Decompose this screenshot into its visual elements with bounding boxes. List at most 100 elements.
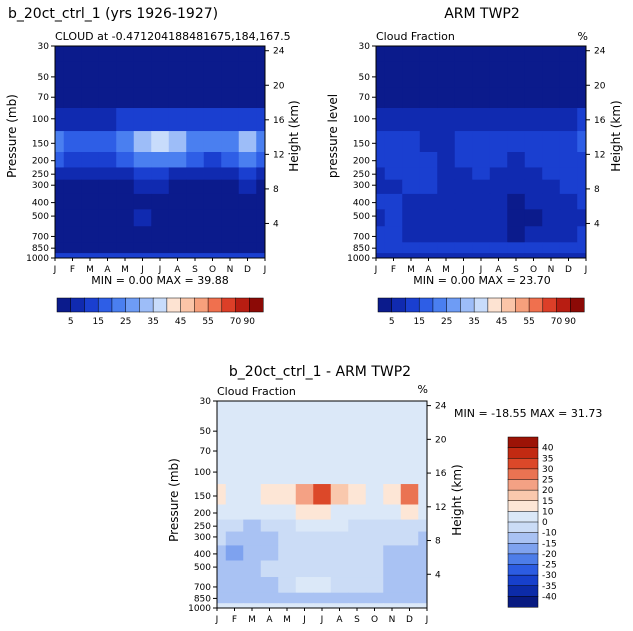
y-tick-label: 50 [38, 73, 50, 83]
heatmap-cell [217, 531, 227, 546]
heatmap-cell [348, 545, 367, 561]
colorbar-swatch [84, 297, 99, 313]
heatmap-cell [524, 167, 543, 181]
y-tick-label: 150 [353, 139, 370, 149]
heatmap-cell [348, 577, 367, 594]
colorbar-swatch [507, 511, 539, 523]
heatmap-cell [418, 603, 428, 609]
colorbar: 5 15 25 35 45 55 70 90 [377, 297, 585, 327]
y-tick-label: 500 [32, 212, 49, 222]
y2-tick-label: 16 [435, 469, 447, 479]
heatmap-cell [437, 209, 456, 227]
heatmap-cell [454, 61, 473, 88]
colorbar-label: 25 [441, 317, 452, 327]
heatmap-cell [133, 131, 152, 153]
x-tick-label: M [442, 265, 450, 275]
heatmap-cell [559, 179, 578, 195]
panel-difference: b_20ct_ctrl_1 - ARM TWP2 Cloud Fraction … [167, 364, 602, 625]
minmax-label: MIN = -18.55 MAX = 31.73 [454, 407, 602, 420]
heatmap-cell [151, 61, 170, 88]
heatmap-cell [418, 441, 428, 463]
heatmap-cell [559, 61, 578, 88]
heatmap-cell [400, 531, 419, 546]
heatmap-cell [437, 61, 456, 88]
heatmap-cell [221, 209, 240, 227]
x-tick-label: F [70, 265, 75, 275]
y-tick-label: 50 [200, 427, 212, 437]
heatmap-cell [217, 416, 227, 442]
heatmap-cell [217, 592, 227, 604]
heatmap-cell [507, 253, 526, 259]
x-tick-label: J [461, 265, 465, 275]
heatmap-cell [472, 179, 491, 195]
heatmap-cell [542, 226, 561, 243]
heatmap-cell [63, 226, 82, 243]
heatmap-cell [243, 603, 262, 609]
heatmap-cell [400, 560, 419, 578]
y-tick-label: 70 [359, 93, 371, 103]
y2-tick-label: 20 [594, 81, 606, 91]
colorbar-swatch [507, 596, 539, 608]
y-tick-label: 1000 [188, 604, 211, 614]
heatmap-cell [402, 226, 421, 243]
colorbar-label: 0 [542, 518, 548, 528]
heatmap-cell [577, 167, 587, 181]
heatmap-cell [238, 226, 257, 243]
colorbar-swatch [207, 297, 223, 313]
y-tick-label: 300 [353, 181, 370, 191]
heatmap-cell [295, 504, 314, 521]
heatmap-cell [507, 226, 526, 243]
heatmap-cell [400, 545, 419, 561]
heatmap-cell [348, 504, 367, 521]
heatmap-cell [418, 577, 428, 594]
y-tick-label: 30 [200, 397, 212, 407]
x-tick-label: A [425, 265, 432, 275]
colorbar-swatch [542, 297, 558, 313]
heatmap-cell [217, 519, 227, 533]
heatmap-cell [295, 560, 314, 578]
chart-subtitle: CLOUD at -0.471204188481675,184,167.5 [55, 30, 291, 43]
heatmap-cell [238, 193, 257, 210]
x-tick-label: A [495, 265, 502, 275]
heatmap-cell [330, 441, 349, 463]
heatmap-cell [313, 519, 332, 533]
heatmap-cell [203, 152, 222, 168]
heatmap-cell [260, 416, 279, 442]
heatmap-cell [454, 152, 473, 168]
heatmap-cell [454, 108, 473, 132]
heatmap-cell [437, 87, 456, 109]
y-tick-label: 700 [194, 583, 211, 593]
heatmap-cell [225, 531, 244, 546]
heatmap-cell [365, 519, 384, 533]
colorbar-swatch [507, 543, 539, 555]
heatmap-cell [186, 87, 205, 109]
heatmap-cell [559, 253, 578, 259]
colorbar-label: 5 [389, 317, 395, 327]
x-tick-label: J [425, 615, 429, 625]
colorbar-swatch [507, 532, 539, 544]
heatmap-cell [384, 242, 403, 254]
heatmap-cell [55, 253, 65, 259]
heatmap-cell [454, 167, 473, 181]
heatmap-cell [559, 242, 578, 254]
heatmap-cell [63, 108, 82, 132]
heatmap-cell [55, 131, 65, 153]
heatmap-cell [402, 209, 421, 227]
heatmap-cell [168, 61, 187, 88]
heatmap-cell [330, 519, 349, 533]
heatmap-cell [437, 131, 456, 153]
heatmap-cell [472, 253, 491, 259]
heatmap-cell [507, 209, 526, 227]
heatmap-cell [437, 179, 456, 195]
heatmap-cell [330, 592, 349, 604]
heatmap-cell [313, 560, 332, 578]
y-tick-label: 100 [194, 468, 211, 478]
heatmap-cell [186, 61, 205, 88]
heatmap-cell [168, 209, 187, 227]
colorbar-swatch [446, 297, 461, 313]
chart-subtitle: Cloud Fraction [376, 30, 455, 43]
heatmap-cell [217, 545, 227, 561]
heatmap-cell [225, 519, 244, 533]
heatmap-cell [559, 167, 578, 181]
heatmap-cell [454, 179, 473, 195]
